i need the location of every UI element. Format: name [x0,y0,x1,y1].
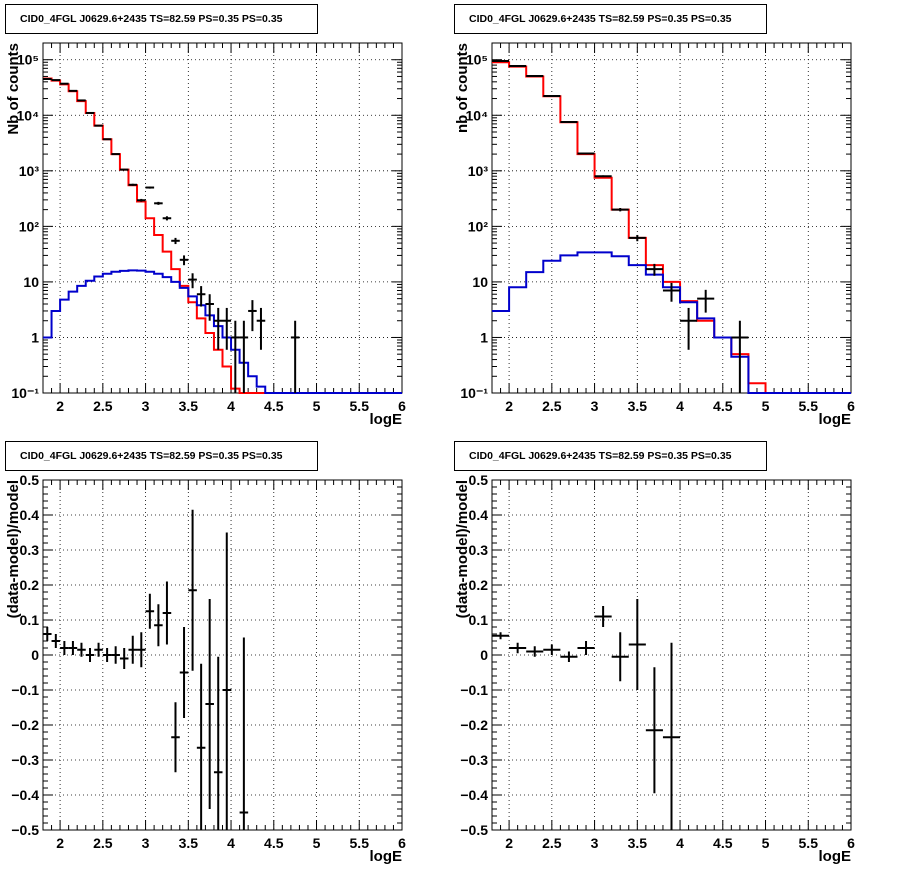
x-axis-label: logE [819,848,852,865]
y-tick-label: 0.4 [469,507,489,523]
y-tick-label: 0.4 [20,507,40,523]
y-tick-label: 0.2 [20,577,40,593]
x-tick-label: 3 [142,398,150,414]
x-tick-label: 2 [505,398,513,414]
y-tick-label: 10 [472,274,488,290]
y-tick-label: −0.2 [11,717,39,733]
x-tick-label: 4 [676,835,684,851]
x-tick-label: 3.5 [628,398,648,414]
x-tick-label: 2.5 [93,398,113,414]
x-tick-label: 5 [762,835,770,851]
model-histogram-series-0 [492,61,851,394]
panel-top-left: 2 2.5 3 3.5 4 4.5 5 5.5 6 10⁻¹ 1 10 10² 10³ 10⁴ 10⁵ logE… [5,42,406,428]
y-tick-label: 10 [23,274,39,290]
plot-frame [491,42,852,394]
x-tick-label: 4 [227,398,235,414]
y-tick-label: 0.5 [469,472,489,488]
x-tick-label: 2.5 [542,398,562,414]
y-tick-label: 10³ [468,163,489,179]
x-tick-label: 6 [847,835,855,851]
x-tick-label: 5.5 [350,835,370,851]
x-tick-label: 4.5 [264,835,284,851]
x-tick-label: 3.5 [179,398,199,414]
model-histogram-series-1 [43,269,402,394]
plot-frame [42,42,403,394]
x-tick-label: 4.5 [713,835,733,851]
x-tick-label: 2 [56,835,64,851]
x-tick-label: 3.5 [628,835,648,851]
x-tick-label: 2 [505,835,513,851]
y-axis-label: (data-model)/model [454,480,471,618]
y-tick-label: −0.5 [11,822,39,838]
x-tick-label: 4 [676,398,684,414]
y-tick-label: 10⁻¹ [11,385,39,401]
x-tick-label: 4.5 [264,398,284,414]
x-tick-label: 4.5 [713,398,733,414]
x-tick-label: 3.5 [179,835,199,851]
y-tick-label: 0.2 [469,577,489,593]
x-tick-label: 5.5 [350,398,370,414]
y-tick-label: −0.3 [11,752,39,768]
x-tick-label: 4 [227,835,235,851]
y-tick-label: 1 [31,329,39,345]
x-tick-label: 5.5 [799,398,819,414]
y-tick-label: −0.3 [460,752,488,768]
panel-title-bottom-right: CID0_4FGL J0629.6+2435 TS=82.59 PS=0.35 … [454,441,767,471]
model-histogram-series-1 [492,251,851,394]
x-tick-label: 3 [591,835,599,851]
y-tick-label: −0.4 [11,787,39,803]
y-axis-label: Nb of counts [5,43,22,135]
y-tick-label: 10⁻¹ [460,385,488,401]
y-axis-label: nb of counts [454,43,471,133]
y-tick-label: 0.3 [469,542,489,558]
x-tick-label: 5.5 [799,835,819,851]
x-tick-label: 6 [398,398,406,414]
y-tick-label: 10³ [19,163,40,179]
x-tick-label: 3 [142,835,150,851]
panel-title-bottom-left: CID0_4FGL J0629.6+2435 TS=82.59 PS=0.35 … [5,441,318,471]
y-tick-label: 0.5 [20,472,40,488]
y-tick-label: 10⁴ [466,107,489,123]
panel-top-right: 2 2.5 3 3.5 4 4.5 5 5.5 6 10⁻¹ 1 10 10² 10³ 10⁴ 10⁵ logE… [454,42,855,428]
x-axis-label: logE [370,848,403,865]
plot-frame [42,479,403,831]
y-tick-label: 10⁵ [17,52,39,68]
y-tick-label: 0 [480,647,488,663]
y-tick-label: 0 [31,647,39,663]
x-tick-label: 6 [398,835,406,851]
x-axis-label: logE [370,411,403,428]
x-tick-label: 5 [313,398,321,414]
x-tick-label: 2 [56,398,64,414]
y-tick-label: 10² [19,218,40,234]
y-tick-label: 10⁴ [17,107,40,123]
y-tick-label: −0.1 [11,682,39,698]
y-tick-label: 10² [468,218,489,234]
panel-title-top-left: CID0_4FGL J0629.6+2435 TS=82.59 PS=0.35 … [5,4,318,34]
y-tick-label: 0.1 [469,612,489,628]
y-tick-label: 0.1 [20,612,40,628]
panel-bottom-left: 2 2.5 3 3.5 4 4.5 5 5.5 6 −0.5 −0.4 −0.3 −0.2 −0.1 0 0.… [5,472,406,865]
y-tick-label: −0.2 [460,717,488,733]
x-tick-label: 5 [762,398,770,414]
x-tick-label: 2.5 [542,835,562,851]
y-tick-label: 1 [480,329,488,345]
x-tick-label: 2.5 [93,835,113,851]
x-axis-label: logE [819,411,852,428]
x-tick-label: 5 [313,835,321,851]
y-tick-label: −0.4 [460,787,488,803]
x-tick-label: 6 [847,398,855,414]
panel-bottom-right: 2 2.5 3 3.5 4 4.5 5 5.5 6 −0.5 −0.4 −0.3 −0.2 −0.1 0 0.… [454,472,855,865]
panel-title-top-right: CID0_4FGL J0629.6+2435 TS=82.59 PS=0.35 … [454,4,767,34]
y-axis-label: (data-model)/model [5,480,22,618]
y-tick-label: −0.1 [460,682,488,698]
y-tick-label: 10⁵ [466,52,488,68]
y-tick-label: −0.5 [460,822,488,838]
y-tick-label: 0.3 [20,542,40,558]
x-tick-label: 3 [591,398,599,414]
